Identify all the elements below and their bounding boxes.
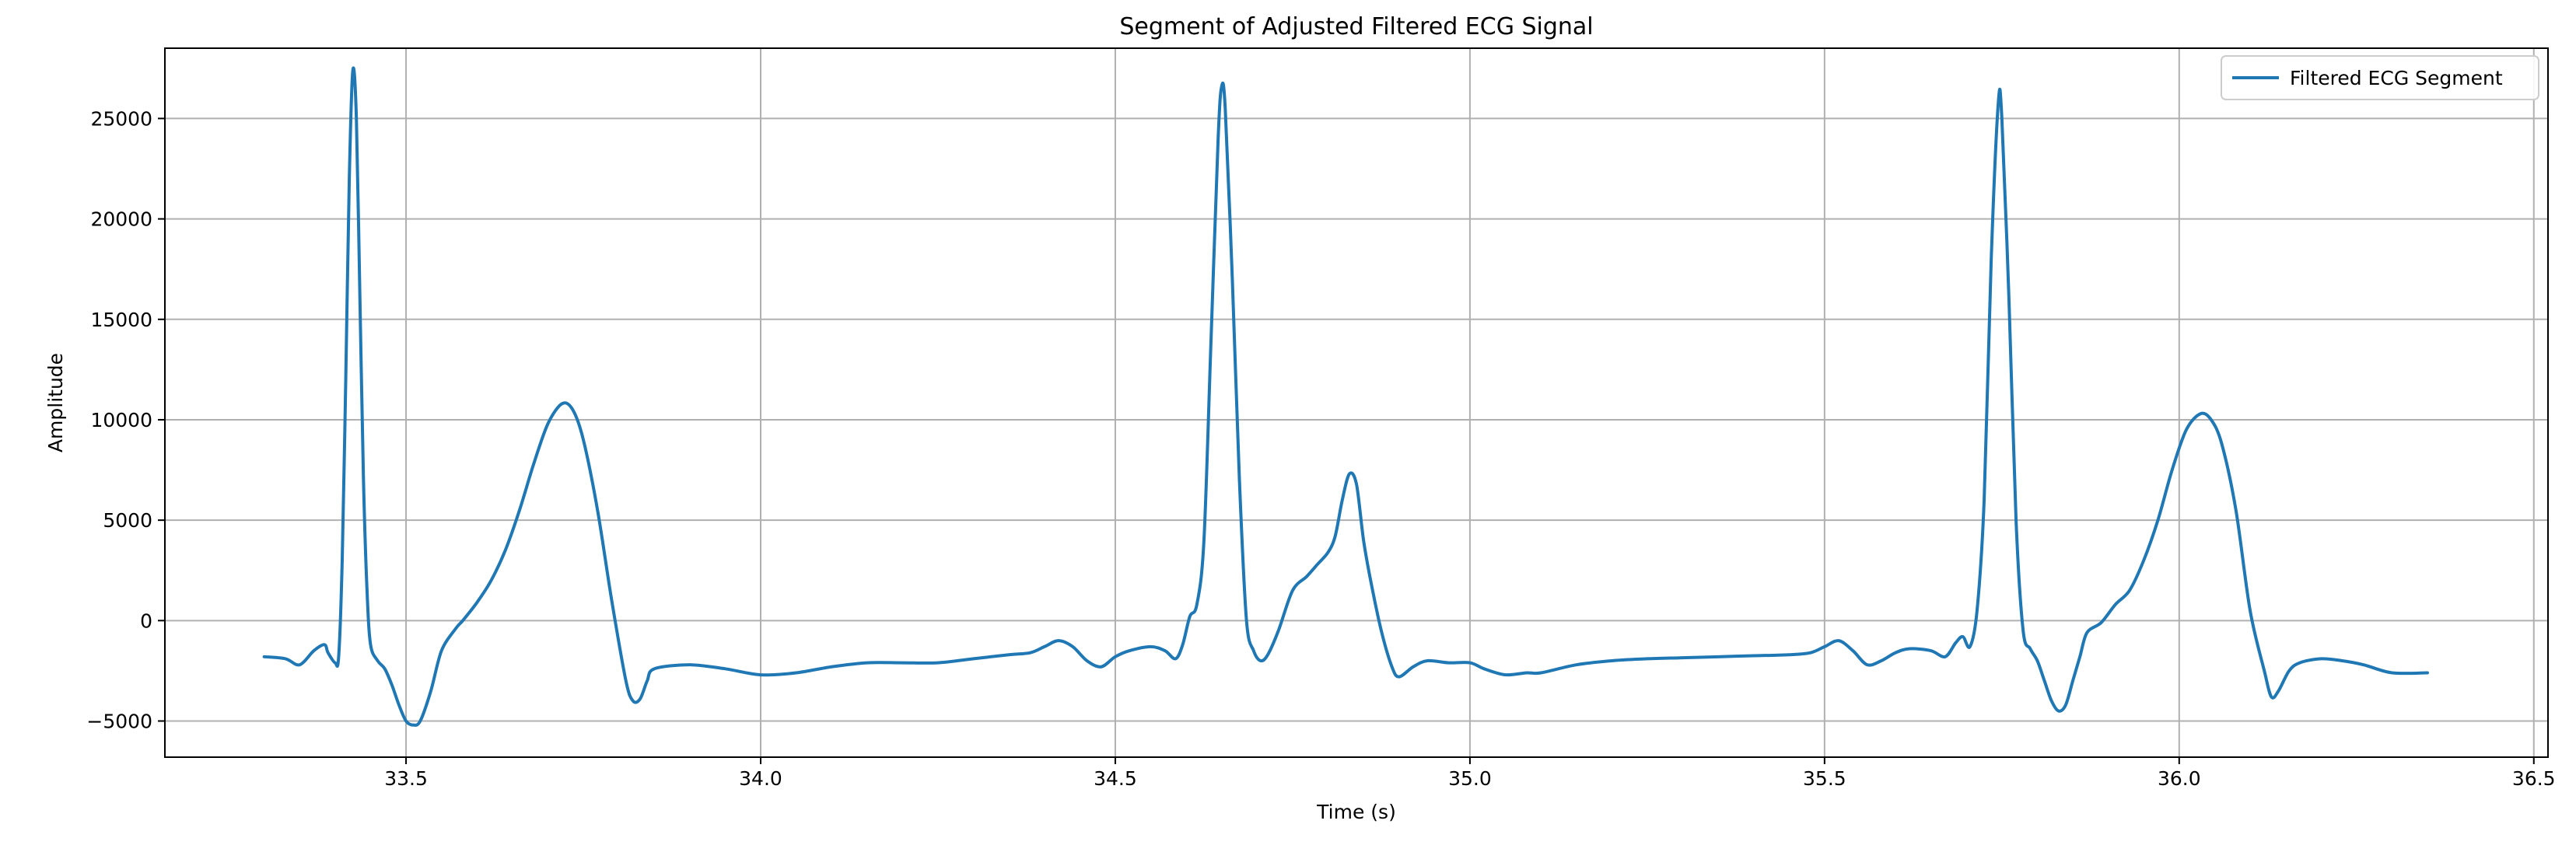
- y-tick-label: 25000: [90, 107, 152, 130]
- grid-lines: [165, 48, 2548, 757]
- y-tick-label: 0: [140, 609, 152, 632]
- x-tick-label: 35.0: [1448, 767, 1492, 790]
- y-tick-label: 20000: [90, 208, 152, 231]
- y-axis-ticks: −5000 0 5000 10000 15000 20000 25000: [86, 107, 165, 732]
- x-tick-label: 36.0: [2158, 767, 2201, 790]
- legend-entry-filtered-ecg-segment: Filtered ECG Segment: [2290, 67, 2503, 89]
- x-axis-ticks: 33.5 34.0 34.5 35.0 35.5 36.0 36.5: [384, 757, 2556, 790]
- y-tick-label: −5000: [86, 710, 152, 732]
- series-line-filtered-ecg-segment: [262, 66, 2429, 727]
- x-tick-label: 33.5: [384, 767, 428, 790]
- series-layer: [262, 66, 2429, 727]
- x-tick-label: 36.5: [2512, 767, 2556, 790]
- x-tick-label: 34.5: [1094, 767, 1137, 790]
- legend-box: [2221, 55, 2539, 100]
- y-tick-label: 10000: [90, 409, 152, 431]
- y-axis-label: Amplitude: [44, 353, 67, 452]
- plot-frame: [164, 47, 2549, 758]
- x-tick-label: 35.5: [1803, 767, 1846, 790]
- x-tick-label: 34.0: [739, 767, 782, 790]
- y-tick-label: 5000: [103, 509, 152, 532]
- x-axis-label: Time (s): [1316, 801, 1396, 823]
- y-tick-label: 15000: [90, 309, 152, 331]
- chart-title: Segment of Adjusted Filtered ECG Signal: [1119, 13, 1593, 40]
- legend: Filtered ECG Segment: [2221, 55, 2539, 100]
